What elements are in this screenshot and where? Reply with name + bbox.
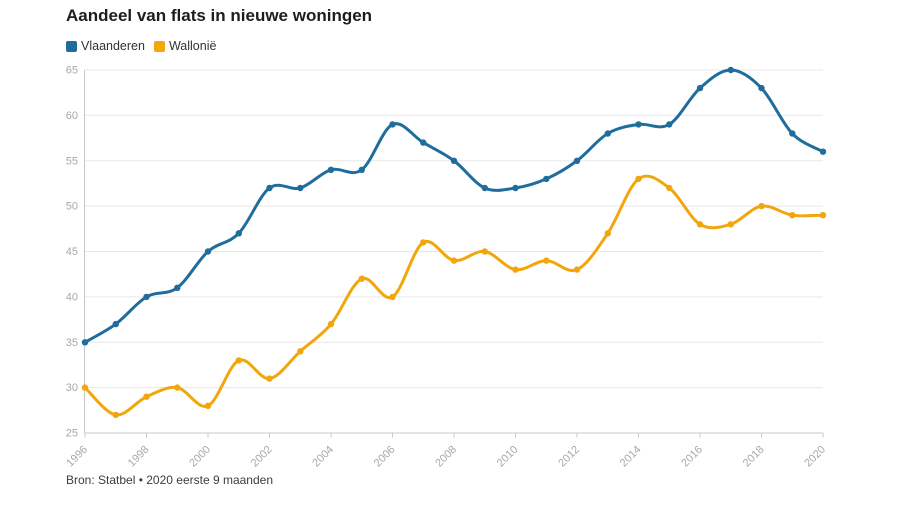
data-point-vlaanderen-2002 — [266, 184, 273, 192]
x-axis-label: 2010 — [495, 444, 521, 470]
legend-label-vlaanderen: Vlaanderen — [81, 39, 145, 53]
data-point-vlaanderen-2000 — [204, 248, 212, 255]
y-axis-label: 30 — [66, 382, 78, 394]
chart-title: Aandeel van flats in nieuwe woningen — [66, 6, 373, 25]
data-point-vlaanderen-2005 — [358, 166, 365, 173]
y-axis-label: 40 — [66, 291, 78, 303]
data-point-wallonie-1997 — [112, 411, 120, 419]
source-note: Bron: Statbel • 2020 eerste 9 maanden — [66, 473, 274, 487]
y-axis-label: 55 — [66, 155, 78, 167]
data-point-wallonie-1998 — [143, 393, 150, 400]
legend-swatch-wallonie — [153, 40, 165, 52]
data-point-wallonie-2008 — [450, 257, 458, 264]
data-point-wallonie-2009 — [481, 248, 488, 255]
data-point-vlaanderen-2012 — [573, 157, 581, 164]
x-axis-label: 2018 — [741, 444, 767, 470]
line-chart: 25 30 35 40 45 50 55 60 65 1996 1998 2000 2002 2004 20… — [64, 65, 828, 470]
data-point-wallonie-2014 — [635, 175, 642, 183]
data-point-wallonie-2019 — [789, 212, 796, 219]
data-point-wallonie-2015 — [666, 184, 673, 192]
y-axis-label: 60 — [66, 110, 78, 122]
x-axis-label: 1998 — [126, 444, 152, 470]
data-point-vlaanderen-2007 — [420, 139, 427, 146]
x-axis-label: 2000 — [187, 444, 213, 470]
data-point-vlaanderen-2003 — [297, 184, 304, 192]
data-point-vlaanderen-2006 — [389, 121, 396, 128]
x-axis-label: 2008 — [433, 444, 459, 470]
data-point-vlaanderen-2008 — [450, 157, 458, 164]
data-point-vlaanderen-2017 — [727, 66, 734, 74]
x-axis-label: 2006 — [372, 444, 398, 470]
legend-label-wallonie: Wallonië — [168, 39, 217, 53]
data-point-vlaanderen-1998 — [143, 293, 150, 301]
x-axis-label: 1996 — [64, 444, 90, 470]
data-point-vlaanderen-1997 — [112, 320, 120, 328]
data-point-wallonie-2004 — [327, 320, 335, 328]
data-point-wallonie-2012 — [573, 266, 581, 273]
data-point-wallonie-2002 — [266, 375, 273, 382]
data-point-vlaanderen-2019 — [789, 130, 796, 137]
data-point-wallonie-2013 — [604, 230, 611, 237]
data-point-vlaanderen-2011 — [543, 175, 550, 183]
x-axis-label: 2014 — [618, 444, 644, 470]
data-point-vlaanderen-1999 — [174, 284, 181, 291]
legend: Vlaanderen Wallonië — [66, 39, 216, 53]
x-axis-label: 2016 — [679, 444, 705, 470]
y-axis-label: 35 — [66, 337, 78, 349]
series-line-wallonie — [83, 174, 825, 417]
data-point-wallonie-2001 — [235, 357, 242, 364]
data-point-wallonie-1999 — [174, 384, 181, 391]
legend-item-wallonie: Wallonië — [153, 39, 217, 53]
data-point-wallonie-2006 — [389, 293, 396, 301]
data-point-vlaanderen-1996 — [81, 339, 89, 346]
data-point-wallonie-2018 — [758, 202, 765, 210]
y-axis-label: 50 — [66, 201, 78, 213]
data-point-vlaanderen-2020 — [819, 148, 827, 155]
y-axis-label: 65 — [66, 65, 78, 77]
y-axis-label: 25 — [66, 428, 78, 440]
data-point-vlaanderen-2001 — [235, 230, 242, 237]
data-point-wallonie-2003 — [297, 348, 304, 355]
data-point-wallonie-2020 — [819, 212, 827, 219]
legend-swatch-vlaanderen — [66, 40, 77, 52]
data-point-vlaanderen-2014 — [635, 121, 642, 128]
x-axis-label: 2020 — [802, 444, 828, 470]
data-point-wallonie-2016 — [696, 221, 704, 228]
data-point-vlaanderen-2009 — [481, 184, 488, 192]
data-point-wallonie-2011 — [543, 257, 550, 264]
y-axis-label: 45 — [66, 246, 78, 258]
data-point-vlaanderen-2018 — [758, 84, 765, 92]
x-axis-label: 2002 — [249, 444, 275, 470]
legend-item-vlaanderen: Vlaanderen — [66, 39, 145, 53]
data-point-vlaanderen-2016 — [696, 84, 704, 92]
data-point-wallonie-2005 — [358, 275, 365, 282]
data-point-wallonie-2000 — [204, 402, 212, 409]
data-point-wallonie-1996 — [81, 384, 89, 391]
data-point-vlaanderen-2010 — [512, 184, 519, 192]
data-point-wallonie-2007 — [420, 239, 427, 246]
data-point-vlaanderen-2013 — [604, 130, 611, 137]
data-point-vlaanderen-2004 — [327, 166, 335, 173]
x-axis-label: 2004 — [310, 444, 336, 470]
data-point-vlaanderen-2015 — [666, 121, 673, 128]
data-point-wallonie-2010 — [512, 266, 519, 273]
data-point-wallonie-2017 — [727, 221, 734, 228]
x-axis-label: 2012 — [556, 444, 582, 470]
